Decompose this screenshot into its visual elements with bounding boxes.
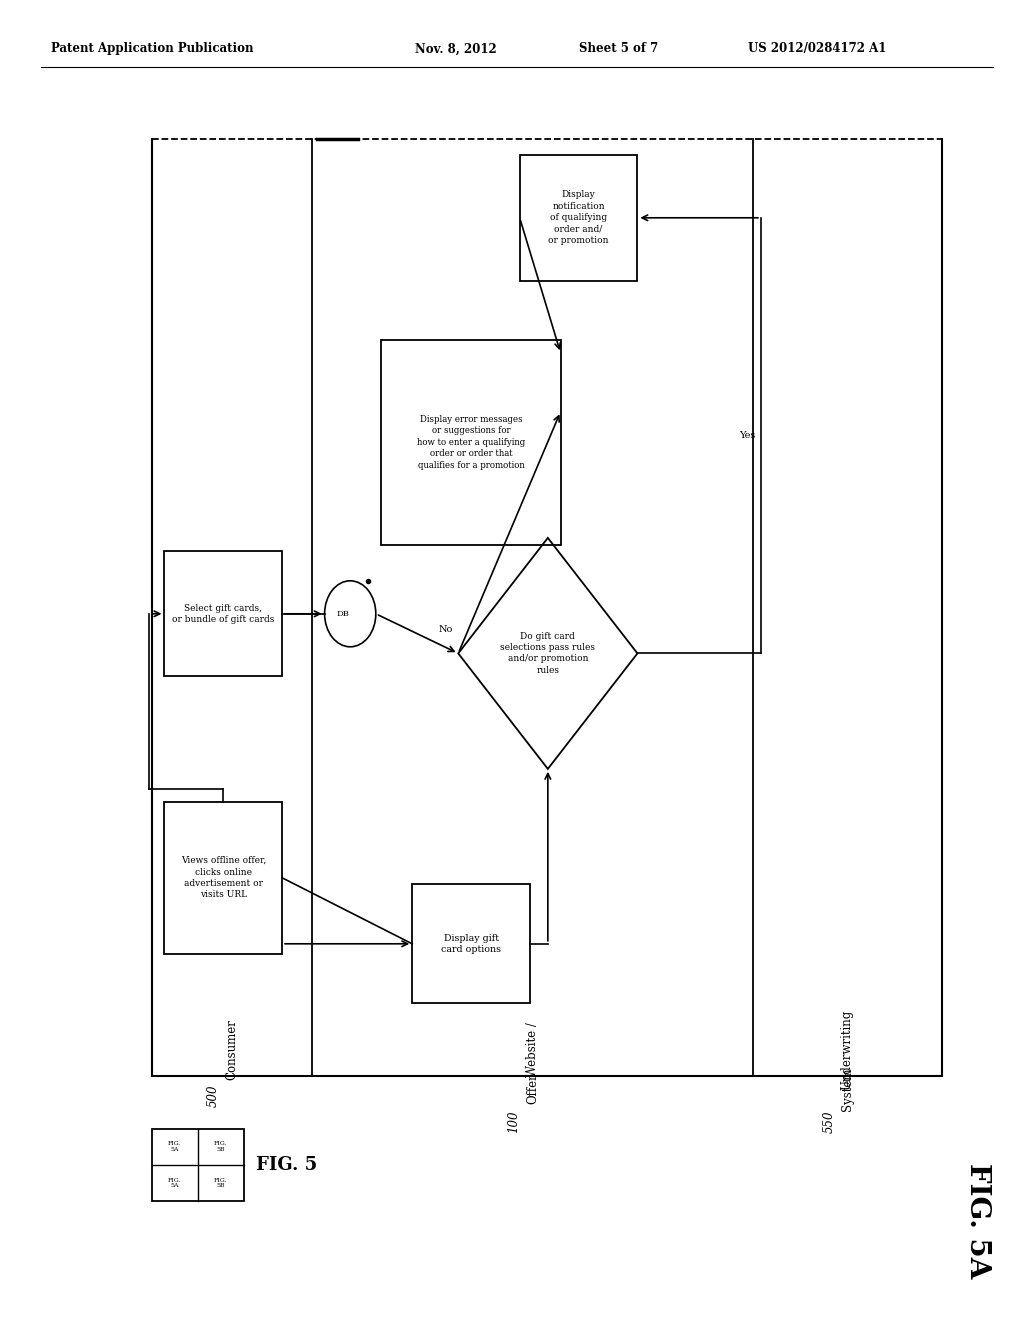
Text: FIG. 5A: FIG. 5A bbox=[965, 1163, 991, 1279]
Text: Display
notification
of qualifying
order and/
or promotion: Display notification of qualifying order… bbox=[548, 190, 609, 246]
Text: Patent Application Publication: Patent Application Publication bbox=[51, 42, 254, 55]
Text: US 2012/0284172 A1: US 2012/0284172 A1 bbox=[748, 42, 886, 55]
Bar bbox=[412, 884, 530, 1003]
Text: Display error messages
or suggestions for
how to enter a qualifying
order or ord: Display error messages or suggestions fo… bbox=[417, 414, 525, 470]
Bar bbox=[164, 552, 283, 676]
Bar bbox=[382, 339, 561, 544]
Text: FIG.
5A: FIG. 5A bbox=[168, 1177, 181, 1188]
Text: FIG. 5: FIG. 5 bbox=[256, 1156, 317, 1173]
Text: FIG.
5B: FIG. 5B bbox=[214, 1142, 227, 1152]
Text: Display gift
card options: Display gift card options bbox=[441, 933, 501, 954]
Text: System: System bbox=[841, 1068, 854, 1110]
Text: Do gift card
selections pass rules
and/or promotion
rules: Do gift card selections pass rules and/o… bbox=[501, 632, 595, 675]
Bar bbox=[164, 801, 283, 953]
Text: Nov. 8, 2012: Nov. 8, 2012 bbox=[415, 42, 497, 55]
Text: Offer: Offer bbox=[526, 1073, 539, 1105]
Bar bbox=[519, 156, 637, 281]
Text: FIG.
5A: FIG. 5A bbox=[168, 1142, 181, 1152]
Text: Yes: Yes bbox=[739, 432, 756, 440]
Text: Consumer: Consumer bbox=[225, 1019, 239, 1080]
Text: 100: 100 bbox=[508, 1110, 520, 1134]
Text: DB: DB bbox=[336, 610, 349, 618]
Text: Select gift cards,
or bundle of gift cards: Select gift cards, or bundle of gift car… bbox=[172, 603, 274, 624]
Text: 550: 550 bbox=[822, 1110, 836, 1134]
Text: 500: 500 bbox=[207, 1084, 220, 1107]
Text: No: No bbox=[438, 624, 453, 634]
Text: Underwriting: Underwriting bbox=[841, 1010, 854, 1089]
Text: Website /: Website / bbox=[526, 1022, 539, 1077]
Bar bbox=[152, 1129, 244, 1201]
Text: Sheet 5 of 7: Sheet 5 of 7 bbox=[579, 42, 657, 55]
Text: FIG.
5B: FIG. 5B bbox=[214, 1177, 227, 1188]
Text: Views offline offer,
clicks online
advertisement or
visits URL: Views offline offer, clicks online adver… bbox=[180, 857, 266, 899]
